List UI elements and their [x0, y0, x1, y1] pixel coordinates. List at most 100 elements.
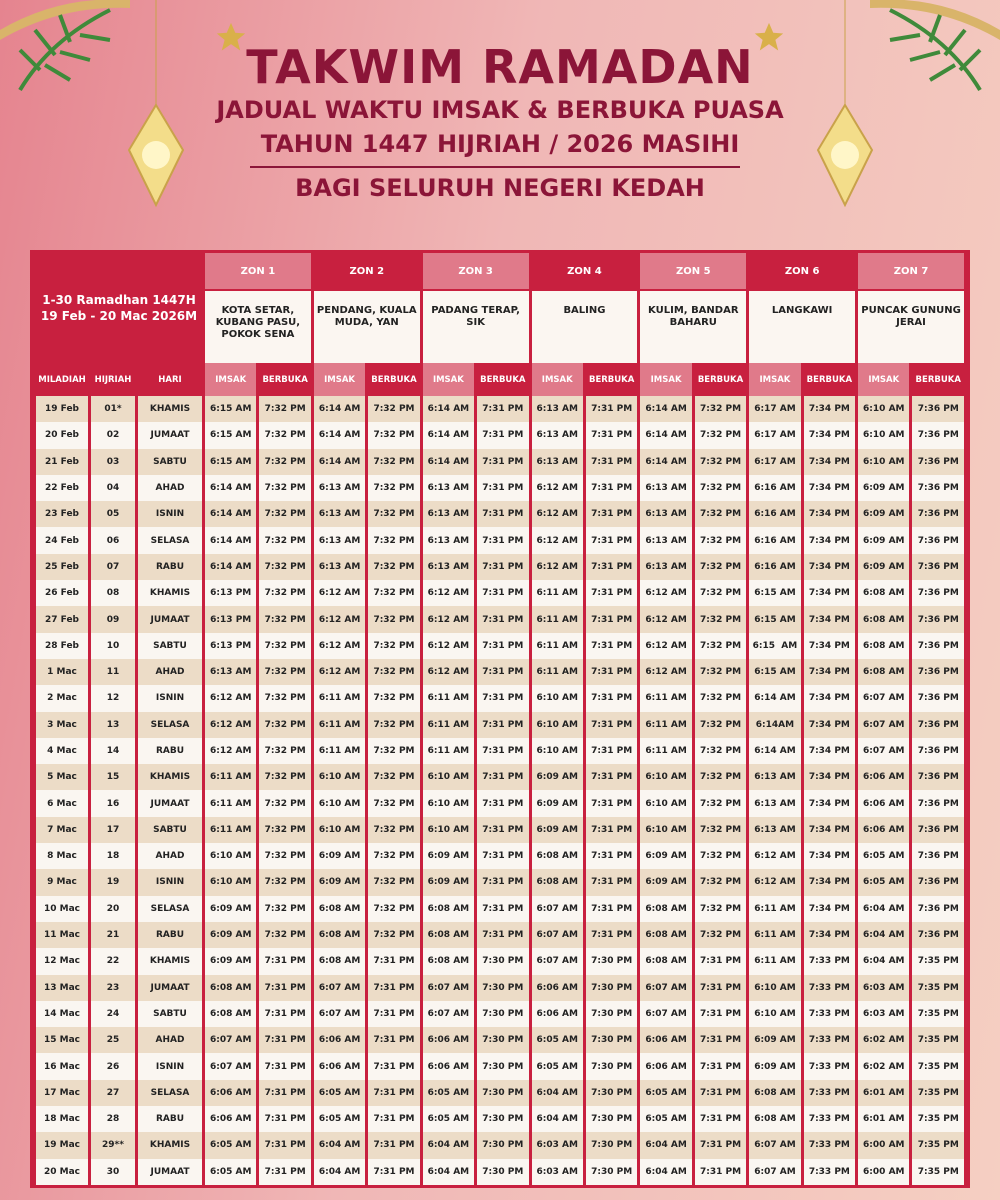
- zone-5-berbuka-time: 7:31 PM: [694, 1106, 747, 1133]
- timetable: 1-30 Ramadhan 1447H 19 Feb - 20 Mac 2026…: [30, 250, 970, 1188]
- miladiah-date: 2 Mac: [36, 685, 88, 712]
- zone-3-berbuka-time: 7:31 PM: [477, 658, 529, 686]
- table-row: 21 Feb 03 SABTU 6:15 AM 7:32 PM 6:14 AM 7:32 P…: [36, 448, 964, 475]
- zone-3-berbuka-time: 7:31 PM: [477, 790, 529, 817]
- zone-6-berbuka-time: 7:34 PM: [803, 711, 856, 738]
- zone-3-imsak-time: 6:07 AM: [422, 1000, 475, 1028]
- zone-6-berbuka-time: 7:34 PM: [803, 895, 856, 922]
- zone-2-berbuka-time: 7:32 PM: [368, 737, 420, 765]
- table-row: 2 Mac 12 ISNIN 6:12 AM 7:32 PM 6:11 AM 7:32 PM…: [36, 685, 964, 712]
- hijriah-day: 18: [91, 843, 135, 870]
- zone-3-berbuka-time: 7:31 PM: [477, 632, 529, 659]
- zone-6-berbuka-time: 7:34 PM: [803, 580, 856, 607]
- miladiah-date: 6 Mac: [36, 790, 88, 817]
- zone-4-berbuka-time: 7:31 PM: [585, 895, 638, 922]
- zone-6-berbuka-time: 7:34 PM: [803, 843, 856, 870]
- zone-1-berbuka-time: 7:32 PM: [259, 501, 311, 528]
- zone-6-berbuka-time: 7:34 PM: [803, 816, 856, 844]
- zone-6-berbuka-time: 7:33 PM: [803, 1027, 856, 1054]
- zone-6-imsak-time: 6:13 AM: [749, 790, 801, 817]
- zone-1-berbuka-time: 7:32 PM: [259, 396, 311, 423]
- zone-5-imsak-time: 6:12 AM: [640, 632, 692, 659]
- day-name: JUMAAT: [138, 974, 202, 1001]
- zone-4-berbuka-time: 7:31 PM: [585, 580, 638, 607]
- zone-3-berbuka-time: 7:31 PM: [477, 474, 529, 502]
- miladiah-date: 16 Mac: [36, 1053, 88, 1080]
- column-header-berbuka: BERBUKA: [803, 363, 856, 396]
- zone-7-imsak-time: 6:04 AM: [858, 895, 910, 922]
- day-name: SELASA: [138, 527, 202, 554]
- zone-2-imsak-time: 6:08 AM: [313, 895, 366, 922]
- zone-7-imsak-time: 6:05 AM: [858, 843, 910, 870]
- zone-area: KULIM, BANDAR BAHARU: [640, 289, 747, 363]
- table-row: 22 Feb 04 AHAD 6:14 AM 7:32 PM 6:13 AM 7:32 PM…: [36, 474, 964, 502]
- zone-1-berbuka-time: 7:31 PM: [259, 974, 311, 1001]
- palm-leaf-icon: [0, 0, 130, 92]
- column-header-berbuka: BERBUKA: [259, 363, 311, 396]
- zone-1-imsak-time: 6:13 PM: [205, 606, 257, 633]
- hijriah-day: 15: [91, 764, 135, 791]
- zone-area: PUNCAK GUNUNG JERAI: [858, 289, 964, 363]
- column-header-imsak: IMSAK: [205, 363, 257, 396]
- miladiah-date: 14 Mac: [36, 1000, 88, 1028]
- hijriah-day: 06: [91, 527, 135, 554]
- zone-2-imsak-time: 6:13 AM: [313, 553, 366, 581]
- zone-7-imsak-time: 6:10 AM: [858, 396, 910, 423]
- hijriah-day: 09: [91, 606, 135, 633]
- zone-2-berbuka-time: 7:32 PM: [368, 921, 420, 949]
- zone-7-berbuka-time: 7:36 PM: [912, 658, 964, 686]
- hijriah-day: 07: [91, 553, 135, 581]
- zone-7-imsak-time: 6:08 AM: [858, 632, 910, 659]
- zone-7-berbuka-time: 7:36 PM: [912, 790, 964, 817]
- zone-4-berbuka-time: 7:31 PM: [585, 527, 638, 554]
- day-name: JUMAAT: [138, 1158, 202, 1185]
- zone-7-berbuka-time: 7:36 PM: [912, 474, 964, 502]
- column-header-imsak: IMSAK: [313, 363, 366, 396]
- zone-7-imsak-time: 6:03 AM: [858, 1000, 910, 1028]
- subtitle: JADUAL WAKTU IMSAK & BERBUKA PUASA: [216, 96, 784, 124]
- zone-5-imsak-time: 6:05 AM: [640, 1106, 692, 1133]
- zone-5-berbuka-time: 7:32 PM: [694, 501, 747, 528]
- zone-2-imsak-time: 6:10 AM: [313, 816, 366, 844]
- zone-7-berbuka-time: 7:36 PM: [912, 553, 964, 581]
- zone-6-berbuka-time: 7:33 PM: [803, 1158, 856, 1185]
- zone-5-berbuka-time: 7:32 PM: [694, 422, 747, 449]
- zone-4-imsak-time: 6:07 AM: [531, 895, 583, 922]
- zone-3-imsak-time: 6:11 AM: [422, 711, 475, 738]
- table-row: 20 Feb 02 JUMAAT 6:15 AM 7:32 PM 6:14 AM 7:32 …: [36, 422, 964, 449]
- table-row: 19 Feb 01* KHAMIS 6:15 AM 7:32 PM 6:14 AM 7:32…: [36, 396, 964, 423]
- zone-5-berbuka-time: 7:32 PM: [694, 921, 747, 949]
- zone-1-imsak-time: 6:07 AM: [205, 1053, 257, 1080]
- zone-1-berbuka-time: 7:32 PM: [259, 658, 311, 686]
- zone-5-imsak-time: 6:12 AM: [640, 658, 692, 686]
- zone-3-imsak-time: 6:04 AM: [422, 1132, 475, 1159]
- column-header-berbuka: BERBUKA: [477, 363, 529, 396]
- zone-6-imsak-time: 6:16 AM: [749, 553, 801, 581]
- zone-3-berbuka-time: 7:31 PM: [477, 501, 529, 528]
- zone-2-berbuka-time: 7:31 PM: [368, 1132, 420, 1159]
- zone-7-imsak-time: 6:10 AM: [858, 448, 910, 475]
- zone-2-berbuka-time: 7:32 PM: [368, 422, 420, 449]
- day-name: JUMAAT: [138, 422, 202, 449]
- miladiah-date: 11 Mac: [36, 921, 88, 949]
- zone-4-berbuka-time: 7:31 PM: [585, 606, 638, 633]
- day-name: KHAMIS: [138, 396, 202, 423]
- zone-1-imsak-time: 6:11 AM: [205, 816, 257, 844]
- hijriah-day: 13: [91, 711, 135, 738]
- zone-3-imsak-time: 6:13 AM: [422, 527, 475, 554]
- zone-3-imsak-time: 6:14 AM: [422, 448, 475, 475]
- zone-area: PADANG TERAP, SIK: [422, 289, 529, 363]
- zone-7-berbuka-time: 7:35 PM: [912, 1106, 964, 1133]
- zone-6-berbuka-time: 7:34 PM: [803, 737, 856, 765]
- zone-2-imsak-time: 6:14 AM: [313, 448, 366, 475]
- table-row: 9 Mac 19 ISNIN 6:10 AM 7:32 PM 6:09 AM 7:32 PM…: [36, 869, 964, 896]
- zone-7-berbuka-time: 7:35 PM: [912, 1132, 964, 1159]
- table-row: 12 Mac 22 KHAMIS 6:09 AM 7:31 PM 6:08 AM 7:31 …: [36, 948, 964, 975]
- zone-4-berbuka-time: 7:31 PM: [585, 422, 638, 449]
- zone-2-berbuka-time: 7:32 PM: [368, 816, 420, 844]
- table-row: 17 Mac 27 SELASA 6:06 AM 7:31 PM 6:05 AM 7:31 …: [36, 1079, 964, 1107]
- zone-6-berbuka-time: 7:33 PM: [803, 1079, 856, 1107]
- day-name: SELASA: [138, 711, 202, 738]
- miladiah-date: 18 Mac: [36, 1106, 88, 1133]
- zone-3-imsak-time: 6:09 AM: [422, 869, 475, 896]
